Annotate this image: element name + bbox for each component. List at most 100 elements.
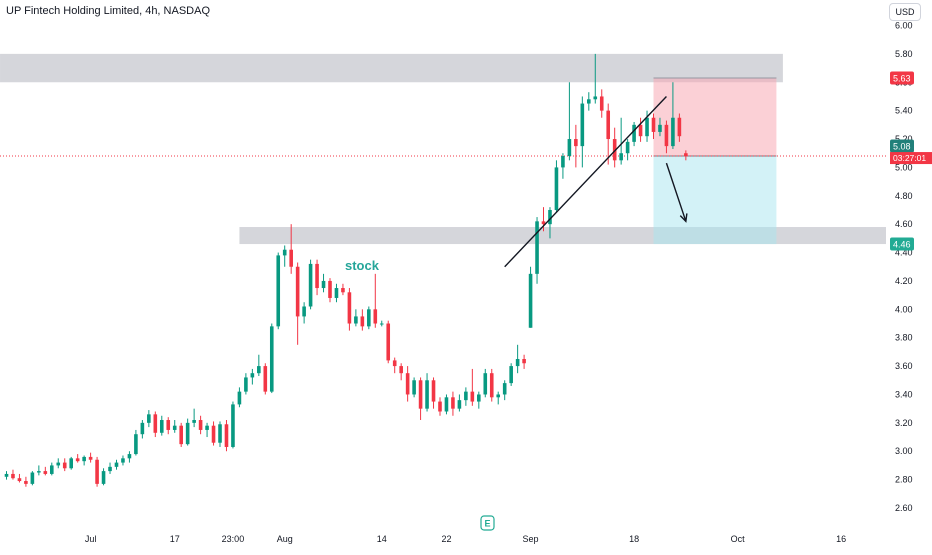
candle bbox=[554, 167, 559, 210]
y-tick-label: 3.80 bbox=[895, 333, 913, 343]
down-arrow-head bbox=[679, 213, 688, 223]
candle bbox=[347, 292, 352, 324]
x-tick-label: Sep bbox=[523, 534, 539, 544]
candle bbox=[302, 306, 306, 317]
candle bbox=[250, 373, 255, 378]
candle bbox=[515, 358, 520, 367]
candle bbox=[444, 397, 449, 412]
y-tick-label: 2.60 bbox=[895, 503, 913, 513]
candle bbox=[360, 316, 365, 327]
y-tick-label: 4.00 bbox=[895, 304, 913, 314]
candle bbox=[308, 263, 313, 307]
candle bbox=[159, 420, 164, 433]
support-zone bbox=[239, 227, 887, 245]
candle bbox=[24, 481, 28, 484]
candle bbox=[379, 323, 384, 325]
candle bbox=[17, 478, 22, 482]
candle bbox=[172, 425, 177, 430]
candle bbox=[211, 425, 216, 443]
resistance-zone bbox=[0, 53, 783, 83]
candle bbox=[593, 96, 598, 100]
candle bbox=[334, 288, 339, 298]
candle bbox=[88, 456, 93, 460]
candle bbox=[11, 473, 15, 479]
x-tick-label: 16 bbox=[836, 534, 846, 544]
down-arrow bbox=[665, 162, 687, 222]
candle bbox=[496, 394, 501, 398]
candle bbox=[658, 124, 662, 132]
candle bbox=[114, 462, 119, 467]
candle bbox=[509, 366, 513, 384]
candle bbox=[198, 420, 203, 430]
currency-button[interactable]: USD bbox=[889, 3, 921, 21]
candle bbox=[645, 117, 649, 137]
candle bbox=[69, 458, 73, 469]
candle bbox=[321, 280, 326, 289]
candle bbox=[405, 373, 410, 395]
y-tick-label: 6.00 bbox=[895, 21, 913, 31]
candle bbox=[147, 414, 151, 423]
candle bbox=[502, 383, 507, 395]
target-price-label: 4.46 bbox=[893, 240, 911, 250]
candle bbox=[192, 420, 196, 423]
candle bbox=[62, 462, 67, 469]
candle bbox=[392, 360, 397, 367]
candle bbox=[574, 139, 578, 147]
candle bbox=[464, 391, 468, 401]
candle bbox=[477, 394, 481, 402]
candle bbox=[625, 141, 630, 154]
candle bbox=[412, 380, 416, 395]
y-tick-label: 3.60 bbox=[895, 361, 913, 371]
candle bbox=[386, 323, 391, 361]
candle bbox=[580, 103, 585, 147]
candle bbox=[599, 96, 604, 111]
y-tick-label: 5.00 bbox=[895, 162, 913, 172]
candle bbox=[367, 309, 371, 327]
y-tick-label: 3.20 bbox=[895, 418, 913, 428]
x-tick-label: 18 bbox=[629, 534, 639, 544]
earnings-icon: E bbox=[484, 519, 490, 529]
candle bbox=[121, 458, 125, 463]
stock-annotation: stock bbox=[345, 258, 379, 273]
candle bbox=[373, 309, 378, 324]
x-tick-label: 14 bbox=[377, 534, 387, 544]
x-tick-label: Jul bbox=[85, 534, 97, 544]
candle bbox=[561, 156, 565, 168]
candle bbox=[399, 366, 403, 374]
position-target-zone bbox=[653, 156, 777, 245]
timer-label: 03:27:01 bbox=[893, 153, 926, 163]
candle bbox=[522, 358, 526, 364]
y-tick-label: 5.40 bbox=[895, 106, 913, 116]
candle bbox=[289, 249, 293, 267]
candle bbox=[179, 425, 183, 445]
x-tick-label: Oct bbox=[731, 534, 746, 544]
candle bbox=[224, 424, 229, 447]
candle bbox=[140, 422, 145, 435]
candle bbox=[341, 288, 345, 293]
candle bbox=[425, 380, 429, 409]
candle bbox=[263, 366, 268, 392]
candle bbox=[205, 425, 209, 430]
candle bbox=[257, 366, 261, 374]
candle bbox=[677, 117, 682, 137]
candle bbox=[282, 249, 287, 256]
y-tick-label: 4.60 bbox=[895, 219, 913, 229]
candle bbox=[489, 373, 494, 398]
candle bbox=[664, 124, 669, 147]
candle bbox=[541, 221, 546, 225]
candle bbox=[438, 401, 442, 412]
x-tick-label: 23:00 bbox=[222, 534, 245, 544]
candle bbox=[528, 273, 533, 328]
candle bbox=[632, 124, 636, 142]
candle bbox=[4, 473, 9, 477]
candle bbox=[354, 316, 358, 324]
candle bbox=[127, 454, 132, 459]
candle bbox=[418, 380, 423, 409]
candle bbox=[30, 472, 35, 484]
candle bbox=[638, 124, 643, 137]
candle bbox=[567, 139, 572, 157]
candle bbox=[231, 404, 235, 447]
candle bbox=[328, 280, 332, 298]
